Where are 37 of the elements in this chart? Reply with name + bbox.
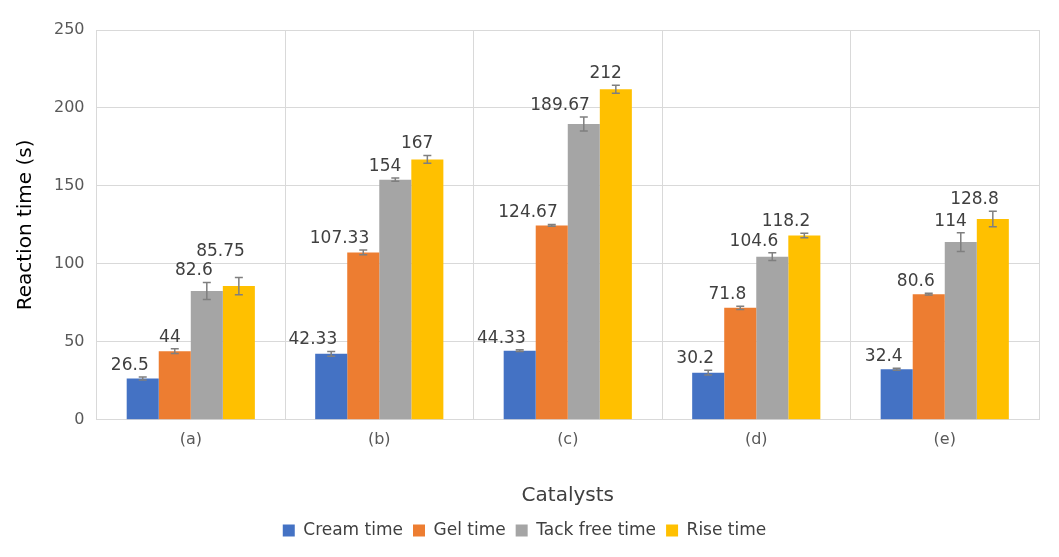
data-label: 128.8 — [950, 188, 999, 209]
legend-label: Cream time — [303, 518, 403, 539]
data-label: 26.5 — [110, 353, 149, 374]
data-label: 71.8 — [708, 283, 747, 304]
data-label: 44.33 — [477, 326, 526, 347]
y-tick-label: 100 — [53, 253, 85, 273]
data-label: 32.4 — [864, 345, 903, 366]
data-label: 114 — [934, 209, 967, 230]
data-label: 104.6 — [729, 229, 779, 250]
data-label: 85.75 — [196, 240, 245, 261]
data-label: 82.6 — [174, 259, 213, 280]
data-label: 107.33 — [309, 227, 370, 248]
x-tick-label: (d) — [744, 428, 768, 448]
y-axis-title: Reaction time (s) — [12, 139, 37, 311]
data-label: 30.2 — [676, 347, 715, 368]
y-tick-label: 200 — [53, 97, 85, 117]
data-label: 118.2 — [761, 210, 811, 231]
x-tick-label: (b) — [367, 428, 391, 448]
data-label: 124.67 — [498, 201, 558, 222]
y-tick-label: 50 — [64, 331, 85, 350]
legend-label: Gel time — [433, 518, 506, 539]
y-tick-label: 150 — [53, 175, 85, 195]
data-label: 44 — [159, 325, 181, 346]
legend-label: Tack free time — [535, 518, 657, 539]
y-tick-label: 0 — [74, 408, 85, 428]
x-tick-label: (c) — [557, 428, 579, 448]
data-label: 80.6 — [896, 270, 935, 291]
data-label: 154 — [368, 155, 402, 176]
y-tick-label: 250 — [53, 19, 85, 39]
data-label: 212 — [589, 62, 622, 83]
x-tick-label: (e) — [933, 428, 956, 448]
legend-label: Rise time — [686, 518, 767, 539]
x-tick-label: (a) — [179, 428, 202, 448]
data-label: 42.33 — [288, 328, 338, 349]
x-axis-title: Catalysts — [521, 482, 614, 507]
data-label: 167 — [400, 132, 434, 153]
data-label: 189.67 — [530, 93, 590, 114]
